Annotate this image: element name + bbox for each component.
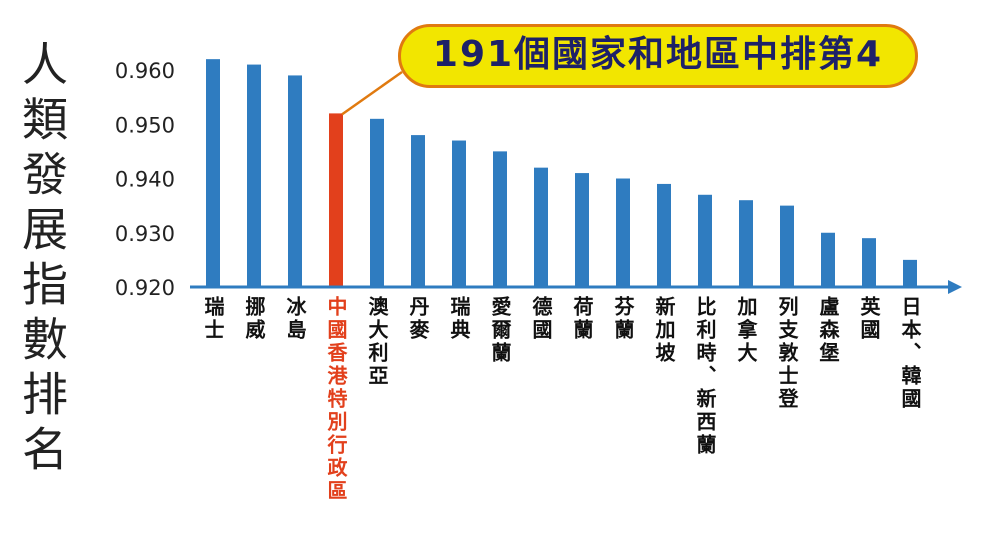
bar [493,151,507,287]
bar [739,200,753,287]
x-tick-label: 愛爾蘭 [488,296,512,365]
x-tick-label: 中國香港特別行政區 [324,296,348,503]
bar [575,173,589,287]
bar [698,194,712,287]
bar [534,167,548,287]
x-tick-label: 列支敦士登 [775,296,799,411]
x-tick-label: 德國 [529,296,553,342]
x-tick-label: 日本、韓國 [898,296,922,411]
y-tick-label: 0.930 [115,222,175,246]
bar [411,135,425,287]
bar [206,59,220,288]
x-tick-label: 瑞士 [201,296,225,342]
x-tick-label: 加拿大 [734,296,758,365]
callout-leader-line [341,70,403,116]
y-tick-label: 0.960 [115,59,175,83]
bar [616,178,630,287]
bar [862,238,876,287]
x-axis-arrow [948,280,962,294]
x-tick-label: 冰島 [283,296,307,342]
bar [288,75,302,287]
bar [329,113,343,288]
y-axis-title: 人類發展指數排名 [15,40,69,480]
x-tick-label: 比利時、新西蘭 [693,296,717,457]
bar [903,259,917,287]
x-tick-label: 澳大利亞 [365,296,389,388]
x-tick-label: 荷蘭 [570,296,594,342]
rank-callout: 191個國家和地區中排第4 [398,24,918,88]
x-tick-label: 新加坡 [652,296,676,365]
y-tick-label: 0.920 [115,276,175,300]
bar [657,183,671,287]
bar [370,118,384,287]
bar [452,140,466,287]
x-tick-label: 瑞典 [447,296,471,342]
x-tick-label: 挪威 [242,296,266,342]
bar [821,232,835,287]
x-tick-label: 英國 [857,296,881,342]
bar [780,205,794,287]
bar [247,64,261,287]
y-tick-label: 0.940 [115,168,175,192]
x-tick-label: 丹麥 [406,296,430,342]
x-tick-label: 芬蘭 [611,296,635,342]
x-tick-label: 盧森堡 [816,296,840,365]
y-tick-label: 0.950 [115,113,175,137]
